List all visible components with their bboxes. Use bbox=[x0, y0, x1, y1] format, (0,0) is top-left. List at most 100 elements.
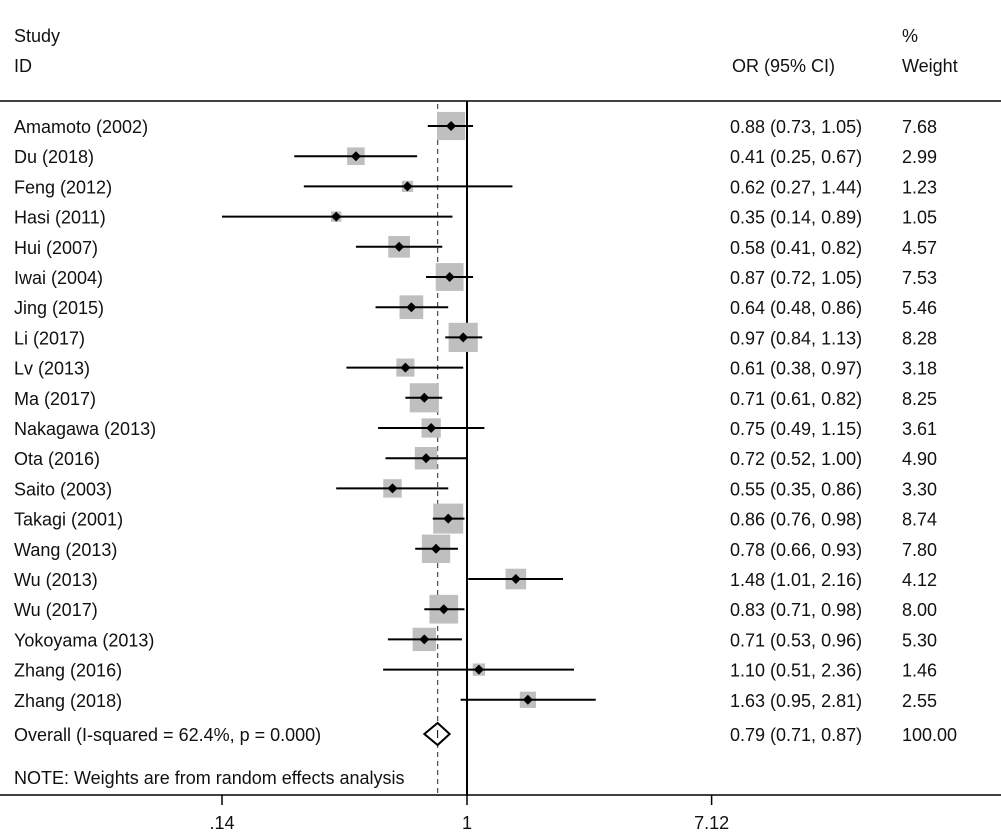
point-estimate-marker bbox=[350, 151, 361, 162]
study-label: Iwai (2004) bbox=[14, 268, 103, 288]
study-weight: 4.57 bbox=[902, 238, 937, 258]
study-weight: 2.99 bbox=[902, 147, 937, 167]
point-estimate-marker bbox=[431, 543, 442, 554]
study-weight: 8.28 bbox=[902, 328, 937, 348]
overall-ci: 0.79 (0.71, 0.87) bbox=[730, 725, 862, 745]
study-ci: 1.63 (0.95, 2.81) bbox=[730, 691, 862, 711]
study-ci: 0.55 (0.35, 0.86) bbox=[730, 479, 862, 499]
study-row: Ota (2016) 0.72 (0.52, 1.00) 4.90 bbox=[14, 446, 937, 470]
study-row: Jing (2015) 0.64 (0.48, 0.86) 5.46 bbox=[14, 295, 937, 320]
study-weight: 8.25 bbox=[902, 389, 937, 409]
study-weight: 1.23 bbox=[902, 177, 937, 197]
point-estimate-marker bbox=[419, 634, 430, 645]
study-row: Amamoto (2002) 0.88 (0.73, 1.05) 7.68 bbox=[14, 111, 937, 141]
study-label: Nakagawa (2013) bbox=[14, 419, 156, 439]
study-weight: 3.61 bbox=[902, 419, 937, 439]
study-ci: 0.62 (0.27, 1.44) bbox=[730, 177, 862, 197]
header-percent: % bbox=[902, 26, 918, 46]
study-weight: 2.55 bbox=[902, 691, 937, 711]
study-row: Zhang (2016) 1.10 (0.51, 2.36) 1.46 bbox=[14, 661, 937, 681]
study-row: Yokoyama (2013) 0.71 (0.53, 0.96) 5.30 bbox=[14, 627, 937, 652]
point-estimate-marker bbox=[510, 574, 521, 584]
study-weight: 4.90 bbox=[902, 449, 937, 469]
study-row: Takagi (2001) 0.86 (0.76, 0.98) 8.74 bbox=[14, 503, 937, 534]
point-estimate-marker bbox=[444, 272, 455, 282]
study-weight: 8.74 bbox=[902, 510, 937, 530]
study-ci: 0.61 (0.38, 0.97) bbox=[730, 359, 862, 379]
study-weight: 7.53 bbox=[902, 268, 937, 288]
overall-diamond bbox=[422, 721, 452, 747]
study-label: Jing (2015) bbox=[14, 298, 104, 318]
point-estimate-marker bbox=[394, 241, 405, 252]
study-ci: 0.78 (0.66, 0.93) bbox=[730, 540, 862, 560]
header-study: Study bbox=[14, 26, 60, 46]
study-label: Li (2017) bbox=[14, 328, 85, 348]
study-ci: 0.35 (0.14, 0.89) bbox=[730, 208, 862, 228]
study-weight: 1.46 bbox=[902, 661, 937, 681]
study-ci: 0.88 (0.73, 1.05) bbox=[730, 117, 862, 137]
study-label: Hui (2007) bbox=[14, 238, 98, 258]
study-label: Zhang (2016) bbox=[14, 661, 122, 681]
study-row: Du (2018) 0.41 (0.25, 0.67) 2.99 bbox=[14, 147, 937, 167]
study-label: Ota (2016) bbox=[14, 449, 100, 469]
study-rows: Amamoto (2002) 0.88 (0.73, 1.05) 7.68 Du (2… bbox=[14, 111, 937, 711]
point-estimate-marker bbox=[406, 302, 417, 313]
study-row: Ma (2017) 0.71 (0.61, 0.82) 8.25 bbox=[14, 383, 937, 413]
study-label: Amamoto (2002) bbox=[14, 117, 148, 137]
study-weight: 7.80 bbox=[902, 540, 937, 560]
study-label: Yokoyama (2013) bbox=[14, 630, 154, 650]
study-label: Ma (2017) bbox=[14, 389, 96, 409]
point-estimate-marker bbox=[419, 392, 430, 403]
study-row: Wang (2013) 0.78 (0.66, 0.93) 7.80 bbox=[14, 534, 937, 563]
study-label: Du (2018) bbox=[14, 147, 94, 167]
point-estimate-marker bbox=[426, 423, 437, 433]
point-estimate-marker bbox=[421, 453, 432, 464]
point-estimate-marker bbox=[387, 483, 398, 494]
point-estimate-marker bbox=[438, 604, 449, 615]
header-or: OR (95% CI) bbox=[732, 56, 835, 76]
point-estimate-marker bbox=[473, 664, 484, 675]
point-estimate-marker bbox=[331, 211, 342, 222]
point-estimate-marker bbox=[400, 362, 411, 373]
study-ci: 0.83 (0.71, 0.98) bbox=[730, 600, 862, 620]
study-ci: 0.71 (0.53, 0.96) bbox=[730, 630, 862, 650]
x-tick-label: 7.12 bbox=[694, 813, 729, 833]
overall-weight: 100.00 bbox=[902, 725, 957, 745]
header-weight: Weight bbox=[902, 56, 958, 76]
study-row: Iwai (2004) 0.87 (0.72, 1.05) 7.53 bbox=[14, 263, 937, 291]
study-label: Takagi (2001) bbox=[14, 510, 123, 530]
study-label: Wu (2013) bbox=[14, 570, 98, 590]
study-row: Saito (2003) 0.55 (0.35, 0.86) 3.30 bbox=[14, 479, 937, 499]
header: Study ID OR (95% CI) % Weight bbox=[14, 26, 958, 76]
study-ci: 0.64 (0.48, 0.86) bbox=[730, 298, 862, 318]
study-ci: 0.41 (0.25, 0.67) bbox=[730, 147, 862, 167]
study-weight: 5.30 bbox=[902, 630, 937, 650]
study-label: Hasi (2011) bbox=[14, 208, 106, 228]
study-row: Hui (2007) 0.58 (0.41, 0.82) 4.57 bbox=[14, 235, 937, 258]
study-row: Hasi (2011) 0.35 (0.14, 0.89) 1.05 bbox=[14, 208, 937, 228]
study-weight: 8.00 bbox=[902, 600, 937, 620]
x-axis-ticks: .14 1 7.12 bbox=[209, 795, 729, 833]
study-label: Feng (2012) bbox=[14, 177, 112, 197]
weights-note: NOTE: Weights are from random effects an… bbox=[14, 768, 404, 788]
study-row: Wu (2017) 0.83 (0.71, 0.98) 8.00 bbox=[14, 594, 937, 624]
study-row: Nakagawa (2013) 0.75 (0.49, 1.15) 3.61 bbox=[14, 418, 937, 439]
study-weight: 7.68 bbox=[902, 117, 937, 137]
study-ci: 0.75 (0.49, 1.15) bbox=[730, 419, 862, 439]
study-weight: 5.46 bbox=[902, 298, 937, 318]
point-estimate-marker bbox=[458, 332, 469, 343]
study-ci: 1.10 (0.51, 2.36) bbox=[730, 661, 862, 681]
study-row: Wu (2013) 1.48 (1.01, 2.16) 4.12 bbox=[14, 568, 937, 590]
study-row: Zhang (2018) 1.63 (0.95, 2.81) 2.55 bbox=[14, 691, 937, 711]
study-weight: 3.18 bbox=[902, 359, 937, 379]
study-weight: 4.12 bbox=[902, 570, 937, 590]
study-row: Lv (2013) 0.61 (0.38, 0.97) 3.18 bbox=[14, 358, 937, 379]
point-estimate-marker bbox=[522, 694, 533, 705]
x-tick-label: 1 bbox=[462, 813, 472, 833]
study-ci: 0.72 (0.52, 1.00) bbox=[730, 449, 862, 469]
study-ci: 0.86 (0.76, 0.98) bbox=[730, 510, 862, 530]
study-label: Wu (2017) bbox=[14, 600, 98, 620]
overall-label: Overall (I-squared = 62.4%, p = 0.000) bbox=[14, 725, 321, 745]
